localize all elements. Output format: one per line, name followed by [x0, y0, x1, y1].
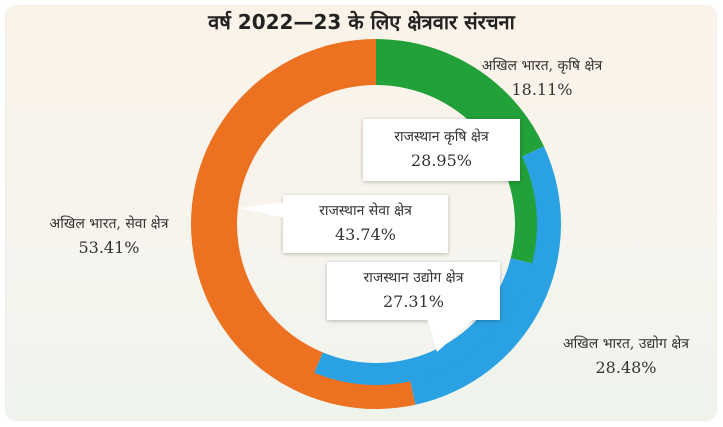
outer-label-industry: अखिल भारत, उद्योग क्षेत्र 28.48% [562, 336, 689, 377]
outer-label-services: अखिल भारत, सेवा क्षेत्र 53.41% [49, 216, 169, 257]
inner-callout-agri: राजस्थान कृषि क्षेत्र 28.95% [363, 119, 520, 181]
outer-slice-1 [410, 146, 561, 405]
inner-slice-2 [215, 63, 376, 373]
chart-title: वर्ष 2022—23 के लिए क्षेत्रवार संरचना [208, 10, 515, 34]
inner-slice-1 [314, 258, 533, 386]
outer-label-agri: अखिल भारत, कृषि क्षेत्र 18.11% [481, 58, 603, 99]
outer-ring-segments [191, 39, 561, 409]
inner-callout-industry: राजस्थान उद्योग क्षेत्र 27.31% [327, 262, 500, 320]
industry-callout-tail [427, 318, 475, 352]
outer-slice-0 [376, 39, 544, 157]
inner-callout-services: राजस्थान सेवा क्षेत्र 43.74% [283, 195, 448, 253]
services-callout-tail [240, 202, 285, 218]
inner-ring-segments [215, 63, 537, 386]
